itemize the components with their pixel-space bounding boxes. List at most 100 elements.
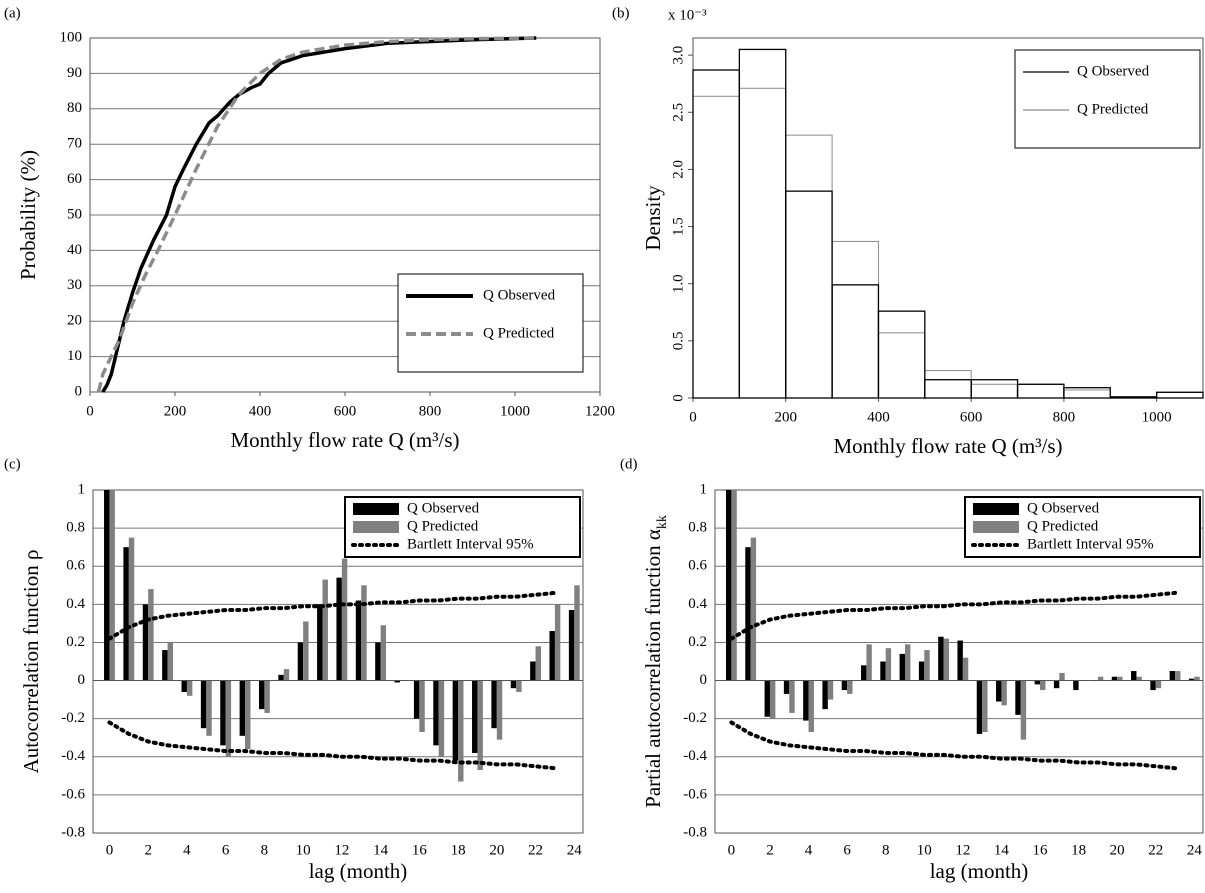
bar [996,680,1002,702]
x-tick-label: 8 [261,842,269,858]
bar [303,621,309,681]
hist-bar [924,379,972,399]
x-tick-label: 12 [955,842,970,858]
hist-bar [970,383,1019,399]
legend-swatch [353,503,399,515]
legend-swatch [973,521,1019,533]
y-axis-label-text: Density [641,185,665,251]
y-tick-label: 100 [60,29,83,45]
x-tick-label: 16 [1033,842,1049,858]
bar [938,636,944,681]
bar [976,680,983,734]
bar [827,680,834,700]
bar [899,653,905,681]
bar [317,604,323,681]
bar [283,669,290,681]
y-axis-label: Partial autocorrelation function αkk [641,515,670,808]
y-tick-label: 3.0 [670,46,686,65]
bar [258,680,265,710]
bar [731,490,737,681]
hist-bar [831,240,879,399]
bar [1020,680,1027,740]
hist-bar [738,48,787,399]
x-tick-label: 22 [1148,842,1163,858]
y-tick-label: 50 [67,206,82,222]
legend-swatch [973,503,1019,515]
hist-bar [1109,396,1158,399]
legend-box [1014,49,1201,149]
y-tick-label: 0.8 [688,520,707,536]
hist-bar [1063,389,1111,399]
x-tick-label: 2 [144,842,152,858]
legend-label: Q Observed [1077,63,1150,79]
bar [847,680,853,694]
bar [104,490,110,681]
hist-bar [924,370,972,399]
bar [1169,671,1176,681]
y-tick-label: 2.0 [670,160,686,179]
hist-bar [785,190,833,399]
y-axis-label: Density [641,185,665,251]
bar [808,680,814,733]
y-tick-label: 1.5 [670,217,686,236]
y-axis-label-text: Partial autocorrelation function α [641,529,665,808]
y-tick-label: 0.2 [688,634,707,650]
bar [220,680,226,746]
bar [516,680,522,692]
legend-label: Q Observed [407,500,480,516]
y-tick-label: 70 [67,136,82,152]
bar [1015,680,1021,715]
bar [750,537,757,681]
y-tick-label: 0.4 [688,596,707,612]
bar [278,674,284,681]
y-tick-label: 40 [67,242,82,258]
y-tick-label: 2.5 [670,103,686,122]
x-tick-label: 200 [164,403,187,419]
interval-line [729,590,1178,641]
bar [725,490,732,681]
bar [458,680,464,782]
y-axis-label: Probability (%) [16,150,40,280]
bar [1073,680,1079,691]
hist-bar [738,87,787,399]
x-axis-label: lag (month) [309,859,408,883]
x-tick-label: 1000 [1142,409,1172,425]
y-tick-label: 90 [67,65,82,81]
x-axis-label: lag (month) [930,859,1029,883]
x-tick-label: 14 [994,842,1010,858]
panel-label: (d) [620,456,638,472]
bar [885,648,892,681]
bar [841,680,848,691]
bar [200,680,207,729]
bar [181,680,187,692]
bar [1194,676,1200,681]
y-tick-label: -0.8 [61,824,85,840]
hist-bar [1156,391,1204,399]
bar [225,680,232,757]
bar [880,661,886,681]
bar [375,642,381,681]
x-tick-label: 6 [843,842,851,858]
legend-box [397,273,584,373]
bar [769,680,776,719]
bar [167,642,173,681]
bar [962,657,969,681]
bar [803,680,809,721]
legend-label: Bartlett Interval 95% [407,536,534,552]
bar [1150,680,1156,691]
y-tick-label: 0.5 [670,331,686,350]
legend-label: Q Observed [1027,500,1100,516]
x-tick-label: 400 [867,409,890,425]
x-tick-label: 0 [86,403,94,419]
bar [186,680,193,696]
hist-bar [877,310,926,399]
x-tick-label: 2 [766,842,774,858]
x-tick-label: 20 [1110,842,1125,858]
y-tick-label: 80 [67,100,82,116]
legend-label: Q Predicted [1027,518,1099,534]
bar [361,585,367,681]
bar [336,577,342,681]
bar [1040,680,1046,691]
y-tick-label: -0.2 [61,710,85,726]
